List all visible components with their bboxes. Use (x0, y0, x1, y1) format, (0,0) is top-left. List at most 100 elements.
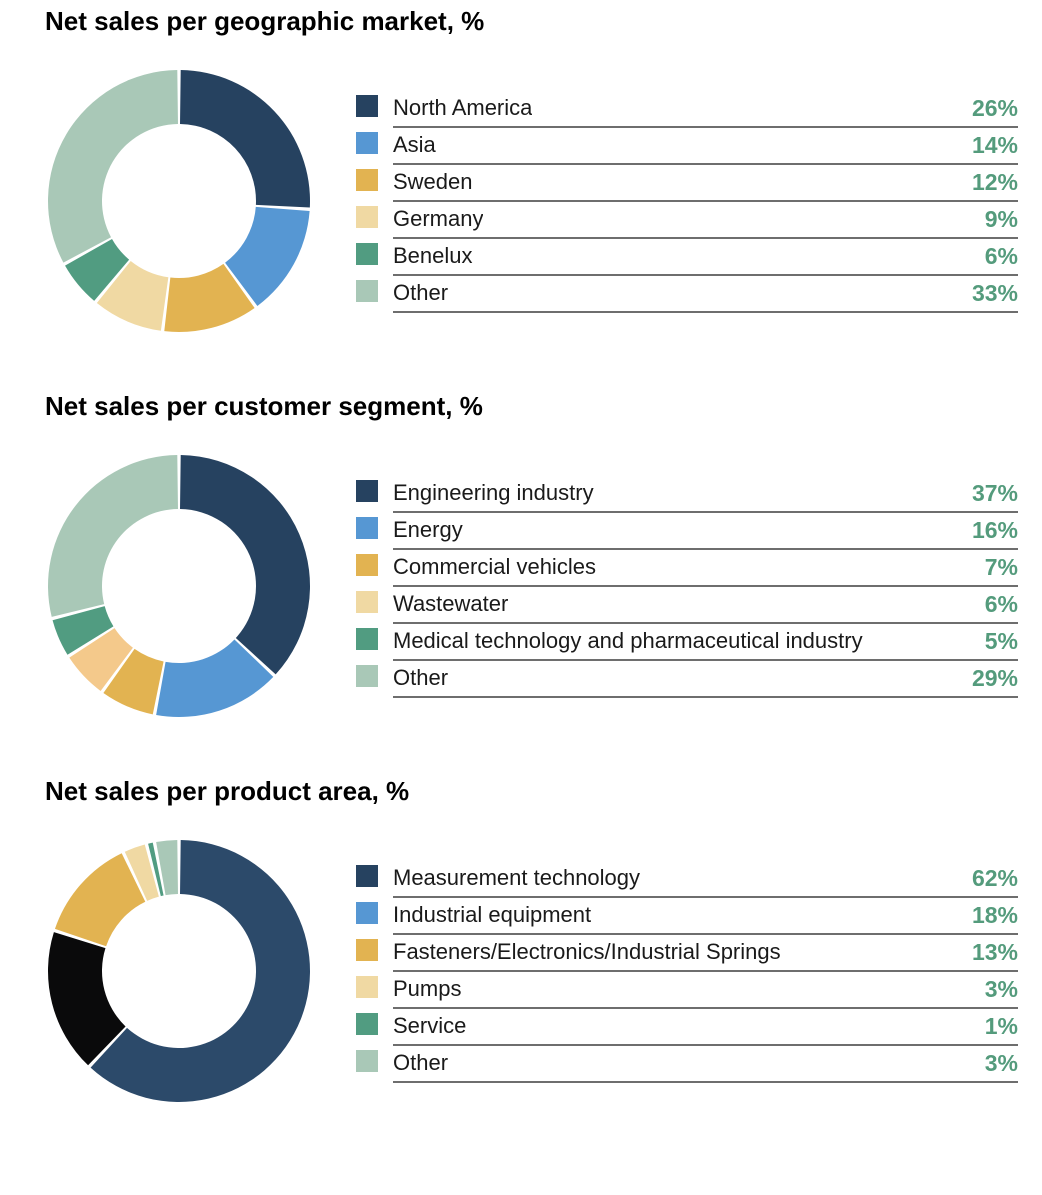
legend-label: Energy (393, 517, 463, 542)
donut-slice-germany (96, 260, 169, 331)
donut-slice-other (48, 455, 178, 617)
legend-row-benelux: Benelux 6% (356, 239, 1018, 276)
legend-value: 6% (984, 590, 1018, 617)
donut-slice-asia (225, 206, 310, 306)
legend-label: Wastewater (393, 591, 509, 616)
legend-line: Other 3% (393, 1046, 1018, 1083)
legend-row-other: Other 29% (356, 661, 1018, 698)
legend-value: 33% (971, 279, 1018, 306)
legend-value: 16% (971, 516, 1018, 543)
legend-row-measurement-technology: Measurement technology 62% (356, 861, 1018, 898)
legend-row-commercial-vehicles: Commercial vehicles 7% (356, 550, 1018, 587)
donut-slice-commercial-vehicles (103, 648, 164, 715)
legend-value: 5% (984, 627, 1018, 654)
donut-slice-energy (156, 639, 274, 717)
legend-swatch-medical-technology-and-pharmaceutical-industry (356, 628, 378, 650)
legend-label: Asia (393, 132, 436, 157)
legend-line: Industrial equipment 18% (393, 898, 1018, 935)
donut-chart-product-area (47, 840, 310, 1102)
legend-label: Pumps (393, 976, 462, 1001)
donut-slice-pumps (124, 844, 159, 901)
donut-slice-sweden (164, 263, 255, 333)
legend-line: Germany 9% (393, 202, 1018, 239)
legend-swatch-commercial-vehicles (356, 554, 378, 576)
legend-swatch-asia (356, 132, 378, 154)
donut-slice-wastewater (69, 628, 133, 691)
legend-swatch-fasteners-electronics-industrial-springs (356, 939, 378, 961)
section-product-area: Net sales per product area, % Measuremen… (0, 776, 1042, 1105)
legend-row-north-america: North America 26% (356, 91, 1018, 128)
legend-label: Service (393, 1013, 467, 1038)
legend-label: North America (393, 95, 533, 120)
legend-value: 7% (984, 553, 1018, 580)
chart-title-geographic-market: Net sales per geographic market, % (45, 6, 485, 36)
legend-swatch-energy (356, 517, 378, 539)
legend-label: Medical technology and pharmaceutical in… (393, 628, 863, 653)
legend-line: Asia 14% (393, 128, 1018, 165)
legend-line: Pumps 3% (393, 972, 1018, 1009)
legend-row-fasteners-electronics-industrial-springs: Fasteners/Electronics/Industrial Springs… (356, 935, 1018, 972)
legend-label: Germany (393, 206, 484, 231)
legend-row-service: Service 1% (356, 1009, 1018, 1046)
legend-swatch-industrial-equipment (356, 902, 378, 924)
legend-label: Other (393, 665, 449, 690)
donut-slice-benelux (65, 238, 130, 301)
legend-line: Medical technology and pharmaceutical in… (393, 624, 1018, 661)
legend-swatch-north-america (356, 95, 378, 117)
legend-row-pumps: Pumps 3% (356, 972, 1018, 1009)
legend-product-area: Measurement technology 62% Industrial equi… (356, 861, 1018, 1083)
legend-swatch-engineering-industry (356, 480, 378, 502)
legend-line: Fasteners/Electronics/Industrial Springs… (393, 935, 1018, 972)
legend-line: North America 26% (393, 91, 1018, 128)
legend-line: Service 1% (393, 1009, 1018, 1046)
legend-line: Energy 16% (393, 513, 1018, 550)
donut-slice-engineering-industry (180, 455, 311, 675)
legend-label: Engineering industry (393, 480, 594, 505)
donut-slice-other (48, 70, 178, 263)
legend-row-other: Other 33% (356, 276, 1018, 313)
legend-value: 13% (971, 938, 1018, 965)
legend-line: Benelux 6% (393, 239, 1018, 276)
legend-value: 1% (984, 1012, 1018, 1039)
legend-row-industrial-equipment: Industrial equipment 18% (356, 898, 1018, 935)
donut-slice-industrial-equipment (47, 932, 126, 1066)
legend-swatch-other (356, 665, 378, 687)
donut-slice-other (156, 840, 178, 896)
legend-value: 18% (971, 901, 1018, 928)
section-customer-segment: Net sales per customer segment, % Engine… (0, 391, 1042, 720)
legend-row-medical-technology-and-pharmaceutical-industry: Medical technology and pharmaceutical in… (356, 624, 1018, 661)
donut-slice-north-america (180, 70, 311, 208)
legend-swatch-pumps (356, 976, 378, 998)
legend-label: Sweden (393, 169, 473, 194)
legend-row-wastewater: Wastewater 6% (356, 587, 1018, 624)
donut-chart-customer-segment (48, 455, 311, 717)
donut-slice-medical-technology-and-pharmaceutical-industry (52, 606, 114, 655)
legend-label: Commercial vehicles (393, 554, 596, 579)
donut-slice-service (148, 842, 164, 897)
legend-label: Measurement technology (393, 865, 641, 890)
legend-swatch-measurement-technology (356, 865, 378, 887)
legend-row-energy: Energy 16% (356, 513, 1018, 550)
chart-title-customer-segment: Net sales per customer segment, % (45, 391, 483, 421)
legend-swatch-service (356, 1013, 378, 1035)
donut-slice-fasteners-electronics-industrial-springs (54, 853, 146, 947)
chart-content: Measurement technology 62% Industrial equi… (45, 837, 1018, 1105)
legend-value: 3% (984, 975, 1018, 1002)
legend-line: Commercial vehicles 7% (393, 550, 1018, 587)
legend-value: 6% (984, 242, 1018, 269)
legend-value: 9% (984, 205, 1018, 232)
legend-label: Benelux (393, 243, 473, 268)
legend-line: Measurement technology 62% (393, 861, 1018, 898)
legend-label: Other (393, 280, 449, 305)
chart-title-product-area: Net sales per product area, % (45, 776, 410, 806)
legend-line: Sweden 12% (393, 165, 1018, 202)
legend-swatch-wastewater (356, 591, 378, 613)
chart-content: Engineering industry 37% Energy 16% Commerci… (45, 452, 1018, 720)
chart-content: North America 26% Asia 14% Sweden 12% Germany 9… (45, 67, 1018, 335)
legend-swatch-benelux (356, 243, 378, 265)
legend-row-asia: Asia 14% (356, 128, 1018, 165)
legend-label: Other (393, 1050, 449, 1075)
legend-value: 3% (984, 1049, 1018, 1076)
legend-label: Fasteners/Electronics/Industrial Springs (393, 939, 781, 964)
